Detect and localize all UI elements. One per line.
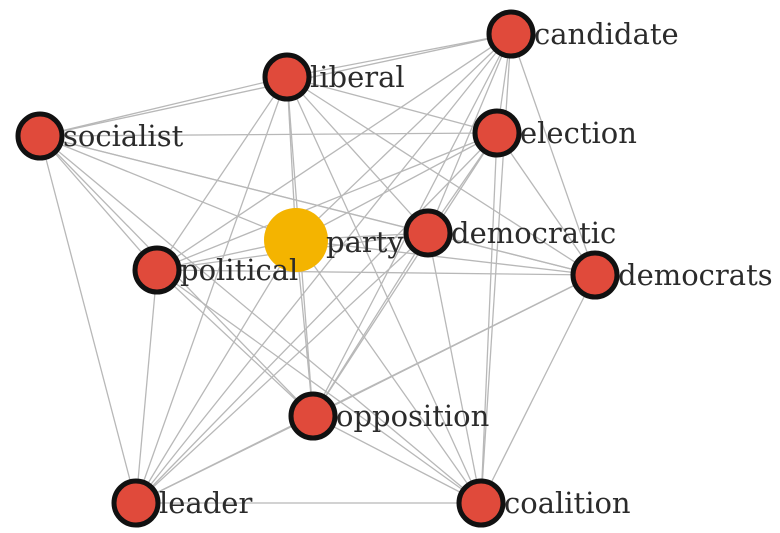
edge-candidate-leader bbox=[135, 33, 512, 504]
edge-democratic-opposition bbox=[312, 232, 429, 417]
node-circle-liberal bbox=[262, 52, 312, 102]
edge-coalition-party bbox=[295, 239, 482, 504]
node-label-coalition: coalition bbox=[504, 486, 631, 520]
edge-election-coalition bbox=[480, 132, 498, 504]
edge-democratic-leader bbox=[135, 232, 429, 504]
edge-election-political bbox=[156, 132, 498, 271]
node-circle-democratic bbox=[403, 208, 453, 258]
node-label-leader: leader bbox=[159, 486, 252, 520]
node-label-political: political bbox=[180, 253, 298, 287]
node-election: election bbox=[472, 108, 637, 158]
node-circle-leader bbox=[111, 478, 161, 528]
edge-socialist-liberal bbox=[39, 76, 288, 137]
node-democrats: democrats bbox=[570, 250, 773, 300]
node-label-democrats: democrats bbox=[618, 258, 773, 292]
edge-socialist-election bbox=[39, 132, 498, 137]
edge-election-democrats bbox=[496, 132, 596, 276]
node-label-election: election bbox=[520, 116, 637, 150]
edge-political-coalition bbox=[156, 269, 482, 504]
edge-candidate-political bbox=[156, 33, 512, 271]
edge-socialist-party bbox=[39, 135, 297, 241]
node-circle-socialist bbox=[15, 111, 65, 161]
edge-liberal-democratic bbox=[286, 76, 429, 234]
node-democratic: democratic bbox=[403, 208, 616, 258]
node-label-liberal: liberal bbox=[310, 60, 405, 94]
node-label-socialist: socialist bbox=[63, 119, 184, 153]
edge-socialist-coalition bbox=[39, 135, 482, 504]
node-party: party bbox=[264, 208, 404, 272]
edge-candidate-party bbox=[295, 33, 512, 241]
edge-democrats-party bbox=[295, 239, 596, 276]
node-circle-party bbox=[264, 208, 328, 272]
edge-democrats-political bbox=[156, 269, 596, 276]
edge-political-opposition bbox=[156, 269, 314, 417]
node-coalition: coalition bbox=[456, 478, 631, 528]
node-circle-coalition bbox=[456, 478, 506, 528]
node-circle-political bbox=[132, 245, 182, 295]
edge-democratic-democrats bbox=[427, 232, 596, 276]
node-circle-opposition bbox=[288, 391, 338, 441]
nodes-layer: party candidate liberal election socialist de… bbox=[15, 9, 773, 528]
edge-election-leader bbox=[135, 132, 498, 504]
edge-candidate-democratic bbox=[427, 33, 512, 234]
edge-liberal-candidate bbox=[286, 33, 512, 78]
edge-liberal-coalition bbox=[286, 76, 482, 504]
node-liberal: liberal bbox=[262, 52, 405, 102]
node-label-party: party bbox=[326, 225, 404, 259]
edge-liberal-election bbox=[286, 76, 498, 134]
node-candidate: candidate bbox=[486, 9, 679, 59]
edge-liberal-political bbox=[156, 76, 288, 271]
edge-political-leader bbox=[135, 269, 158, 504]
edge-election-opposition bbox=[312, 132, 498, 417]
edge-liberal-democrats bbox=[286, 76, 596, 276]
edge-candidate-democrats bbox=[510, 33, 596, 276]
node-socialist: socialist bbox=[15, 111, 184, 161]
node-circle-candidate bbox=[486, 9, 536, 59]
node-label-opposition: opposition bbox=[336, 399, 489, 433]
edge-democratic-coalition bbox=[427, 232, 482, 504]
node-leader: leader bbox=[111, 478, 252, 528]
edge-democrats-coalition bbox=[480, 274, 596, 504]
edge-socialist-leader bbox=[39, 135, 137, 504]
node-label-democratic: democratic bbox=[451, 216, 616, 250]
edge-opposition-coalition bbox=[312, 415, 482, 504]
edge-election-party bbox=[295, 132, 498, 241]
node-opposition: opposition bbox=[288, 391, 489, 441]
edge-socialist-political bbox=[39, 135, 158, 271]
edge-leader-party bbox=[135, 239, 297, 504]
node-label-candidate: candidate bbox=[534, 17, 679, 51]
edge-opposition-leader bbox=[135, 415, 314, 504]
edges-layer bbox=[39, 33, 596, 504]
node-circle-democrats bbox=[570, 250, 620, 300]
edge-liberal-leader bbox=[135, 76, 288, 504]
node-political: political bbox=[132, 245, 298, 295]
node-circle-election bbox=[472, 108, 522, 158]
